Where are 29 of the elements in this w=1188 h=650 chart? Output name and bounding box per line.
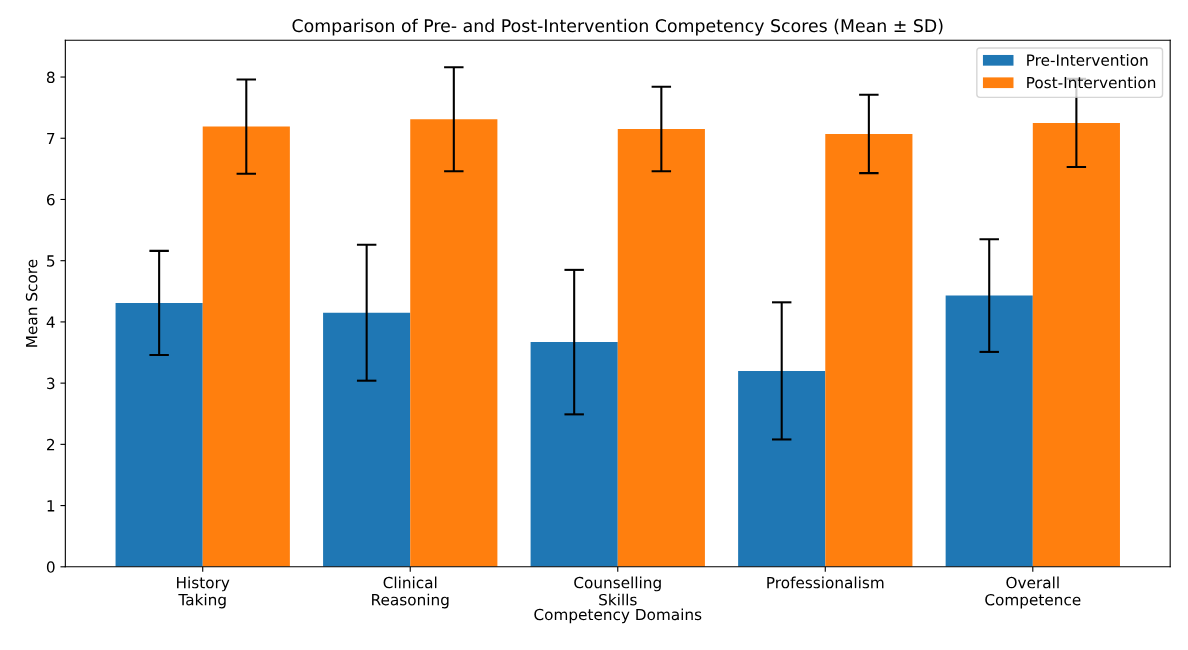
y-tick-label: 3 <box>47 377 55 390</box>
bar <box>530 342 618 567</box>
x-tick-label: Clinical Reasoning <box>372 576 449 609</box>
x-tick-label: History Taking <box>177 576 230 609</box>
legend-label: Pre-Intervention <box>1027 54 1148 66</box>
y-tick-label: 6 <box>46 193 55 206</box>
bar <box>617 129 705 567</box>
y-tick-label: 0 <box>46 561 55 573</box>
bar <box>825 133 913 567</box>
bar <box>115 302 203 567</box>
bar <box>323 312 411 567</box>
bar <box>1032 122 1120 567</box>
legend-label: Post-Intervention <box>1027 76 1156 89</box>
y-tick-label: 7 <box>47 132 55 145</box>
y-axis-title: Mean Score <box>25 259 38 347</box>
y-tick-label: 1 <box>47 500 55 512</box>
chart-title: Comparison of Pre- and Post-Intervention Competency Scores (Mean ± SD) <box>292 18 943 36</box>
x-axis-title: Competency Domains <box>534 608 702 624</box>
bar <box>738 370 826 567</box>
x-tick-label: Counselling Skills <box>574 576 661 606</box>
x-tick-label: Professionalism <box>767 576 884 589</box>
bar <box>202 126 290 567</box>
x-tick-label: Overall Competence <box>985 576 1081 609</box>
bar <box>410 119 498 567</box>
y-tick-label: 8 <box>46 71 55 84</box>
bar <box>945 295 1033 567</box>
y-tick-label: 4 <box>46 316 55 328</box>
y-tick-label: 5 <box>47 255 55 267</box>
y-tick-label: 2 <box>47 438 55 451</box>
